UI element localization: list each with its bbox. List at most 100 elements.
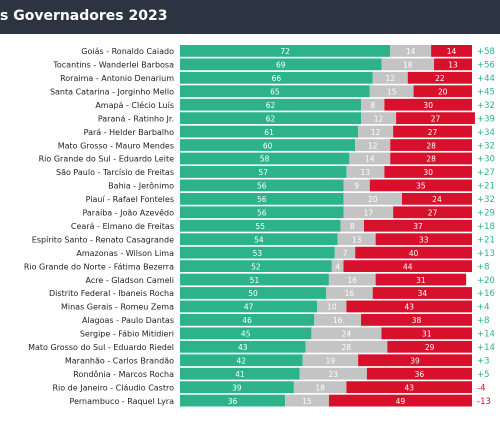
bar-segment [401,192,472,205]
bar-segment [299,367,367,380]
data-label: 31 [422,330,432,339]
bar-segment [180,340,306,353]
data-label: 18 [315,383,325,392]
category-label: Maranhão - Carlos Brandão [65,356,174,365]
bar-segment [343,192,402,205]
data-label: 12 [374,114,384,123]
net-label: +30 [477,155,495,165]
data-label: 52 [251,262,261,271]
category-label: Acre - Gladson Cameli [86,276,174,285]
net-label: +14 [477,330,495,340]
bar-segment [372,71,408,84]
data-label: 27 [431,114,441,123]
net-label: +13 [477,249,495,259]
bar-segment [361,112,397,125]
bar-segment [366,367,472,380]
category-label: Goiás - Ronaldo Caiado [81,47,174,56]
net-label: +29 [477,209,495,219]
bar-segment [434,58,472,71]
data-label: 56 [257,209,267,218]
data-label: 17 [364,209,374,218]
bar-segment [293,381,347,394]
data-label: 36 [228,397,238,406]
net-label: +32 [477,101,495,111]
bar-segment [369,179,472,192]
data-label: 43 [238,343,248,352]
data-label: 4 [335,262,340,271]
data-label: 61 [264,128,274,137]
net-label: +32 [477,195,495,205]
bar-segment [302,354,359,367]
bar-segment [381,58,435,71]
data-label: 56 [257,182,267,191]
data-label: 9 [354,182,359,191]
bar-segment [180,192,344,205]
category-label: Pará - Helder Barbalho [84,128,174,137]
net-label: +44 [477,74,495,84]
data-label: 28 [426,141,436,150]
bar-segment [346,300,472,313]
data-label: 46 [242,316,252,325]
bar-segment [180,233,338,246]
data-label: 8 [370,101,375,110]
bar-segment [180,112,362,125]
data-label: 62 [266,101,276,110]
data-label: 12 [371,128,381,137]
chart-header: s Governadores 2023 [0,0,500,34]
data-label: 16 [345,289,355,298]
net-label: +58 [477,47,495,57]
bar-segment [180,354,303,367]
data-label: 20 [368,195,378,204]
bar-segment [372,287,472,299]
bar-segment [328,394,472,407]
net-label: +5 [477,370,490,380]
category-label: Bahia - Jerônimo [108,181,174,191]
data-label: 29 [425,343,435,352]
data-label: 30 [423,101,433,110]
data-label: 13 [352,235,362,244]
bar-segment [180,300,318,313]
net-label: +32 [477,141,495,151]
net-label: -4 [477,383,485,393]
bar-segment [180,179,344,192]
data-label: 19 [326,356,336,365]
bar-segment [180,219,341,232]
net-label: +56 [477,61,495,71]
bar-segment [346,166,385,178]
bar-segment [180,260,332,272]
data-label: 47 [244,303,254,312]
data-label: 35 [416,182,426,191]
category-label: Alagoas - Paulo Dantas [82,316,174,325]
net-label: +45 [477,87,495,97]
bar-segment [317,300,347,313]
bar-segment [375,273,467,286]
category-label: Distrito Federal - Ibaneis Rocha [49,289,174,298]
category-label: Pernambuco - Raquel Lyra [69,397,174,406]
bar-segment [384,166,472,178]
data-label: 31 [416,276,426,285]
bar-segment [390,152,472,165]
data-label: 24 [432,195,442,204]
bar-segment [180,71,373,84]
bar-segment [337,233,376,246]
chart-title: s Governadores 2023 [0,8,168,24]
net-label: +27 [477,168,495,178]
bar-segment [355,246,472,259]
bar-segment [393,206,472,219]
data-label: 28 [426,155,436,164]
data-label: 24 [342,330,352,339]
data-label: 39 [410,356,420,365]
bar-segment [349,152,391,165]
bar-segment [358,125,394,138]
bar-segment [305,340,388,353]
category-label: Rio Grande do Norte - Fátima Bezerra [24,262,174,271]
net-label: +4 [477,303,490,313]
data-label: 43 [404,303,414,312]
data-label: 7 [343,249,348,258]
category-label: Paraíba - João Azevêdo [82,208,174,218]
data-label: 42 [237,356,247,365]
bar-segment [331,260,344,272]
bar-segment [180,246,335,259]
category-label: Mato Grosso - Mauro Mendes [58,141,174,150]
